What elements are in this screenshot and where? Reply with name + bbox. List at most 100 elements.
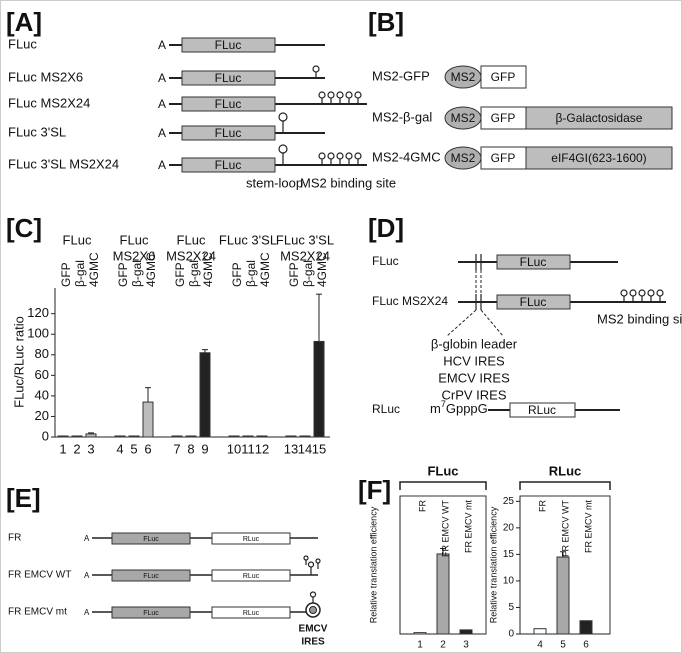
construct-label: MS2-4GMC [372, 149, 441, 164]
cap-label: A [158, 158, 166, 172]
y-tick-label: 20 [503, 522, 515, 533]
x-tick-label: 2 [440, 640, 446, 651]
x-tick-label: 4 [537, 640, 543, 651]
group-label: FLuc [120, 232, 149, 247]
ires-label: EMCV [299, 624, 328, 635]
group-label: FLuc [63, 232, 92, 247]
construct-label: FLuc MS2X24 [372, 294, 448, 308]
construct-label: FR EMCV WT [8, 570, 71, 581]
fusion-box [525, 146, 673, 170]
leader-label: CrPV IRES [441, 387, 506, 402]
fluc-box [111, 569, 191, 582]
loop [354, 91, 362, 99]
y-tick-label: 60 [35, 367, 49, 382]
box-label: RLuc [243, 610, 260, 617]
box-label: FLuc [143, 610, 159, 617]
y-tick-label: 25 [503, 496, 515, 507]
part-label: MS2 [451, 151, 476, 165]
condition-label: GFP [59, 262, 73, 287]
gfp-box [480, 65, 527, 89]
fluc-box [181, 96, 276, 112]
bar [142, 401, 154, 438]
loop [309, 591, 317, 598]
chart-title: RLuc [549, 463, 582, 478]
bar [228, 435, 240, 438]
x-tick-label: 12 [255, 441, 269, 456]
x-tick-label: 5 [560, 640, 566, 651]
group-label: MS2X24 [280, 248, 330, 263]
condition-label: 4GMC [144, 252, 158, 287]
loop [278, 112, 288, 122]
part-label: eIF4GI(623-1600) [551, 151, 646, 165]
cap-label: A [158, 38, 166, 52]
part-label: GFP [491, 151, 516, 165]
box-label: FLuc [215, 97, 242, 111]
bar [533, 628, 547, 635]
cap-label: A [158, 71, 166, 85]
x-tick-label: 9 [201, 441, 208, 456]
condition-label: β-gal [301, 260, 315, 287]
caption: MS2 binding site [597, 311, 682, 326]
loop [620, 289, 628, 297]
ires-mark [309, 606, 317, 614]
loop [345, 91, 353, 99]
bar [459, 629, 473, 635]
fluc-box [181, 125, 276, 141]
x-tick-label: 10 [227, 441, 241, 456]
panel-label: [A] [6, 7, 42, 37]
fluc-box [181, 157, 276, 173]
bar [256, 435, 268, 438]
fusion-box [525, 106, 673, 130]
loop [318, 91, 326, 99]
cap-label: m7GpppG [430, 399, 488, 416]
box-label: FLuc [520, 255, 547, 269]
x-tick-label: 6 [583, 640, 589, 651]
x-tick-label: 6 [144, 441, 151, 456]
x-tick-label: 3 [463, 640, 469, 651]
box-label: FLuc [215, 126, 242, 140]
loop [327, 152, 335, 160]
fluc-box [496, 254, 571, 270]
y-axis-label: FLuc/RLuc ratio [11, 316, 26, 408]
rluc-box [211, 569, 291, 582]
chart-title: FLuc [427, 463, 458, 478]
box-label: FLuc [215, 158, 242, 172]
x-tick-label: 5 [130, 441, 137, 456]
condition-label: GFP [230, 262, 244, 287]
condition-label: FR [537, 500, 547, 512]
y-tick-label: 120 [27, 305, 49, 320]
panel-label: [F] [358, 475, 391, 505]
group-label: MS2X24 [166, 248, 216, 263]
bar [242, 435, 254, 438]
x-tick-label: 13 [284, 441, 298, 456]
box-label: FLuc [215, 71, 242, 85]
bar [285, 435, 297, 438]
box-label: FLuc [143, 573, 159, 580]
bar [128, 435, 140, 438]
y-tick-label: 100 [27, 326, 49, 341]
y-tick-label: 80 [35, 346, 49, 361]
condition-label: 4GMC [87, 252, 101, 287]
construct-label: MS2-β-gal [372, 109, 432, 124]
construct-label: MS2-GFP [372, 68, 430, 83]
loop [315, 558, 321, 564]
bar [313, 340, 325, 438]
part-label: GFP [491, 111, 516, 125]
box-label: FLuc [143, 536, 159, 543]
x-tick-label: 7 [173, 441, 180, 456]
x-tick-label: 1 [417, 640, 423, 651]
bar [299, 435, 311, 438]
part-label: MS2 [451, 70, 476, 84]
bar [57, 435, 69, 438]
x-tick-label: 8 [187, 441, 194, 456]
construct-label: FLuc 3'SL [8, 124, 66, 139]
loop [336, 91, 344, 99]
construct-label: FLuc [372, 254, 399, 268]
condition-label: FR EMCV mt [463, 500, 473, 553]
dashed-guide [480, 309, 504, 337]
construct-label: FR EMCV mt [8, 607, 67, 618]
x-tick-label: 14 [298, 441, 312, 456]
x-tick-label: 4 [116, 441, 123, 456]
ires-label: IRES [301, 637, 325, 648]
fluc-box [496, 294, 571, 310]
